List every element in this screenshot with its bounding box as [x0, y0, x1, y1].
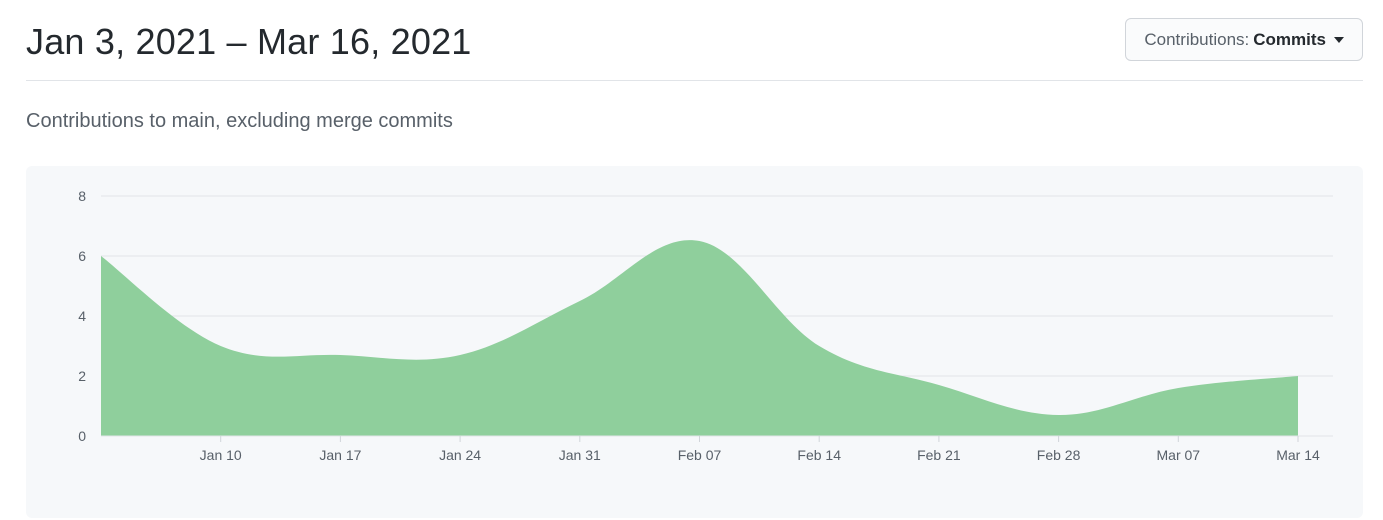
y-tick-label: 8	[78, 188, 86, 204]
chart-subtitle: Contributions to main, excluding merge c…	[26, 110, 453, 132]
dropdown-label: Contributions:	[1144, 29, 1250, 49]
x-tick-label: Mar 07	[1157, 447, 1201, 463]
x-tick-label: Feb 14	[797, 447, 841, 463]
y-tick-label: 4	[78, 308, 86, 324]
y-tick-label: 2	[78, 368, 86, 384]
x-tick-label: Jan 10	[200, 447, 242, 463]
x-tick-label: Jan 17	[319, 447, 361, 463]
contributions-chart: 0 2 4 6 8 Jan 10 Jan 17 Jan 24 Jan 31 Feb 07 Feb 1…	[26, 166, 1363, 518]
x-tick-label: Mar 14	[1276, 447, 1320, 463]
x-tick-label: Jan 31	[559, 447, 601, 463]
x-tick-label: Feb 07	[678, 447, 722, 463]
x-tick-label: Feb 28	[1037, 447, 1081, 463]
y-tick-label: 6	[78, 248, 86, 264]
x-tick-label: Feb 21	[917, 447, 961, 463]
dropdown-selected-value: Commits	[1253, 29, 1326, 49]
y-tick-label: 0	[78, 428, 86, 444]
date-range-title: Jan 3, 2021 – Mar 16, 2021	[26, 21, 472, 62]
chart-svg: 0 2 4 6 8 Jan 10 Jan 17 Jan 24 Jan 31 Feb 07 Feb 1…	[78, 188, 1333, 463]
header: Jan 3, 2021 – Mar 16, 2021 Contributions…	[26, 0, 1363, 81]
commits-area-series	[101, 240, 1298, 436]
caret-down-icon	[1334, 36, 1344, 43]
contributions-dropdown-button[interactable]: Contributions: Commits	[1125, 18, 1363, 61]
x-tick-label: Jan 24	[439, 447, 481, 463]
